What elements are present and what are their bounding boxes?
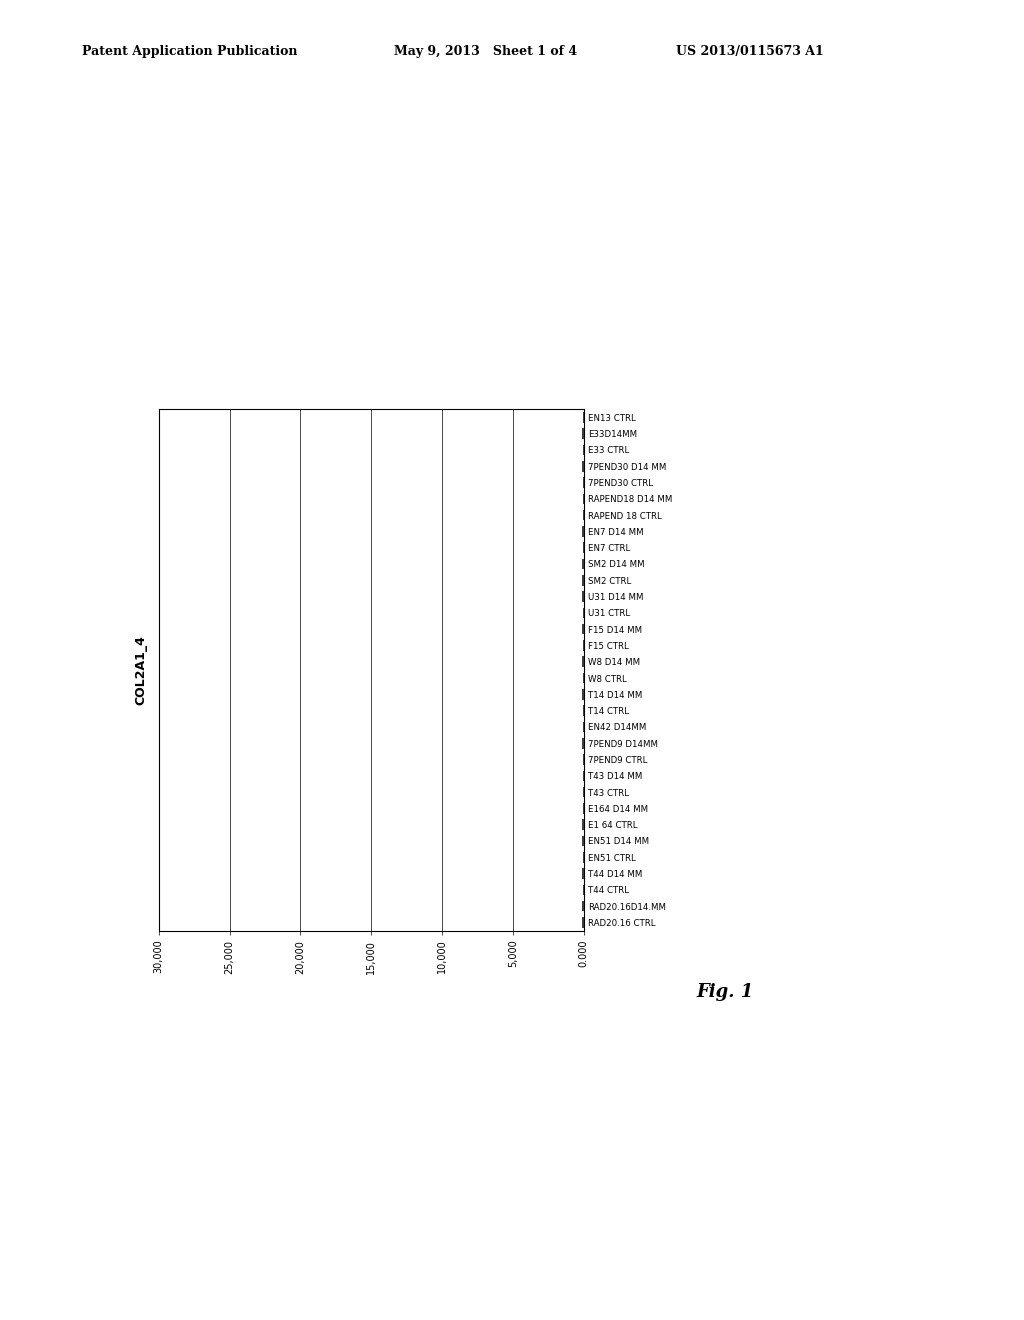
Bar xyxy=(583,576,584,586)
Bar xyxy=(583,722,584,733)
Bar xyxy=(583,558,584,569)
Bar xyxy=(583,461,584,471)
Bar xyxy=(583,445,584,455)
Bar xyxy=(582,656,584,667)
Bar xyxy=(582,624,584,635)
Bar xyxy=(583,689,584,700)
Bar xyxy=(583,591,584,602)
Text: Patent Application Publication: Patent Application Publication xyxy=(82,45,297,58)
Bar xyxy=(582,527,584,537)
Bar xyxy=(583,738,584,748)
Text: Fig. 1: Fig. 1 xyxy=(696,982,754,1001)
Text: US 2013/0115673 A1: US 2013/0115673 A1 xyxy=(676,45,823,58)
Bar xyxy=(583,803,584,813)
Bar xyxy=(582,900,584,911)
Bar xyxy=(583,917,584,928)
Bar xyxy=(583,869,584,879)
Y-axis label: COL2A1_4: COL2A1_4 xyxy=(134,635,147,705)
Bar xyxy=(583,607,584,618)
Bar xyxy=(582,820,584,830)
Bar xyxy=(582,429,584,440)
Bar xyxy=(583,836,584,846)
Text: May 9, 2013   Sheet 1 of 4: May 9, 2013 Sheet 1 of 4 xyxy=(394,45,578,58)
